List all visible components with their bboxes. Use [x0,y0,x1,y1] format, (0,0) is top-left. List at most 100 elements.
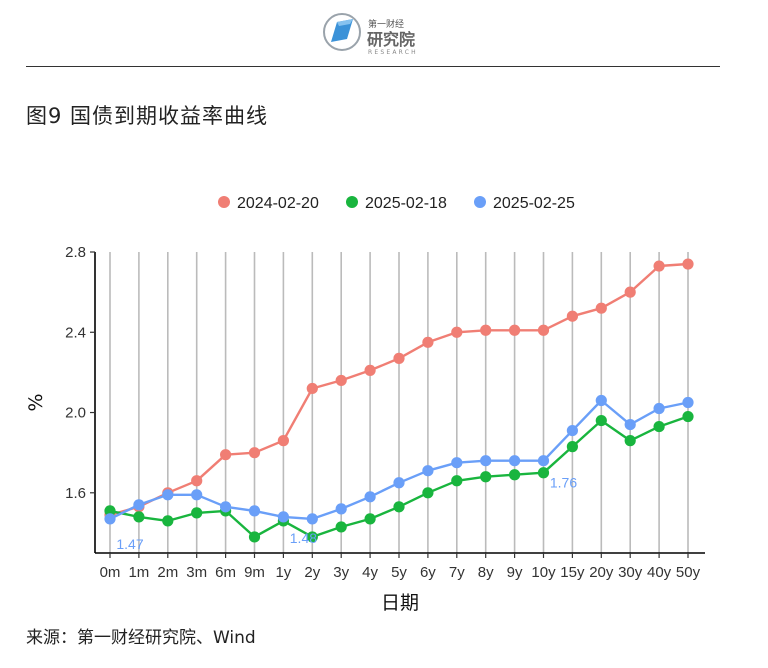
point-2025-02-25-5y [393,477,405,489]
point-2025-02-25-1y [277,511,289,523]
annotation-1y: 1.48 [290,530,317,546]
point-2024-02-20-10y [537,324,550,336]
x-tick-label-4y: 4y [362,564,378,581]
legend-marker-2024-02-20 [218,196,230,208]
x-tick-label-3y: 3y [333,564,349,581]
x-tick-label-30y: 30y [618,564,643,581]
x-tick-label-5y: 5y [391,564,407,581]
point-2025-02-18-9m [248,531,261,543]
x-tick-label-40y: 40y [647,564,672,581]
figure-title: 图9 国债到期收益率曲线 [26,104,269,128]
y-axis-title: % [25,393,47,411]
legend-marker-2025-02-25 [474,196,486,208]
point-2025-02-18-3m [191,507,203,519]
point-2025-02-18-50y [682,410,694,423]
point-2025-02-18-40y [653,420,665,433]
point-2024-02-20-30y [624,286,636,298]
point-2024-02-20-9y [508,324,521,336]
point-2024-02-20-8y [480,324,492,336]
point-2024-02-20-5y [393,352,405,364]
point-2025-02-25-0m [104,513,116,525]
point-2025-02-18-7y [451,475,463,487]
point-2024-02-20-9m [248,447,261,459]
point-2024-02-20-7y [451,326,463,338]
point-2025-02-25-15y [566,424,579,437]
x-tick-label-6y: 6y [420,564,436,581]
x-tick-label-7y: 7y [449,564,465,581]
point-2025-02-18-6y [422,487,434,499]
point-2025-02-25-6m [220,501,232,513]
point-2025-02-25-30y [624,418,636,431]
x-tick-label-1y: 1y [275,564,291,581]
point-2025-02-18-9y [508,469,521,481]
x-tick-label-50y: 50y [676,564,701,581]
legend-marker-2025-02-18 [346,196,358,208]
x-tick-label-1m: 1m [128,564,149,581]
y-tick-label: 2.8 [65,244,86,261]
logo-sub: RESEARCH [368,49,418,56]
point-2025-02-25-9m [248,505,261,517]
x-tick-label-9y: 9y [507,564,523,581]
logo-main: 研究院 [367,30,415,49]
y-tick-label: 2.0 [65,405,86,422]
legend-label-2024-02-20: 2024-02-20 [237,195,319,212]
header-rule [26,66,720,67]
point-2025-02-25-50y [682,396,694,409]
point-2024-02-20-6y [422,336,434,348]
x-tick-label-6m: 6m [215,564,236,581]
x-tick-label-2y: 2y [304,564,320,581]
point-2024-02-20-40y [653,260,665,272]
point-2024-02-20-3y [335,374,347,387]
point-2025-02-18-30y [624,435,636,447]
point-2025-02-18-5y [393,501,405,513]
point-2025-02-18-4y [364,513,376,525]
y-tick-label: 2.4 [65,324,86,341]
x-tick-label-15y: 15y [560,564,585,581]
point-2025-02-25-1m [133,499,145,511]
point-2024-02-20-15y [566,310,579,322]
axes: 1.6 2.0 2.4 2.8 0m 1m 2m 3m 6m 9m 1y 2y 3y 4y 5y 6y 7y 8y… [25,244,705,614]
legend-label-2025-02-18: 2025-02-18 [365,195,447,212]
point-2025-02-25-9y [508,455,521,467]
point-2025-02-25-40y [653,402,665,415]
point-2025-02-18-15y [566,441,579,453]
point-2024-02-20-6m [220,449,232,461]
x-tick-label-8y: 8y [478,564,494,581]
point-2024-02-20-3m [191,475,203,487]
point-2025-02-18-0m [104,505,116,517]
logo-text: 第一财经 [368,18,404,29]
point-2025-02-25-3m [191,489,203,501]
y-tick-label: 1.6 [65,485,86,502]
point-2025-02-25-2y [306,513,318,525]
point-2025-02-25-20y [595,394,607,407]
series-layer [104,258,694,543]
point-2024-02-20-4y [364,364,376,376]
point-2025-02-25-7y [451,457,463,469]
point-2025-02-18-3y [335,521,347,533]
logo: 第一财经 研究院 RESEARCH [323,13,418,56]
point-2025-02-18-2m [162,515,174,527]
annotation-0m: 1.47 [116,536,143,552]
point-2024-02-20-2y [306,382,318,395]
x-tick-label-3m: 3m [186,564,207,581]
x-tick-label-9m: 9m [244,564,265,581]
point-2025-02-25-6y [422,465,434,477]
point-2025-02-18-20y [595,414,607,427]
x-tick-label-0m: 0m [100,564,121,581]
x-axis-title: 日期 [381,592,419,614]
legend-label-2025-02-25: 2025-02-25 [493,195,575,212]
point-2025-02-18-8y [480,471,492,483]
legend: 2024-02-20 2025-02-18 2025-02-25 [218,195,575,212]
point-2025-02-18-2y [306,531,318,543]
point-2025-02-25-3y [335,503,347,515]
annotation-layer: 1.47 1.48 1.76 [116,475,577,552]
logo-emblem-icon [323,13,361,51]
x-tick-label-2m: 2m [157,564,178,581]
point-2025-02-18-10y [537,467,550,479]
annotation-10y: 1.76 [550,475,577,491]
point-2024-02-20-50y [682,258,694,270]
source-note: 来源：第一财经研究院、Wind [26,628,256,648]
point-2025-02-18-1m [133,511,145,523]
point-2025-02-25-10y [537,455,550,467]
